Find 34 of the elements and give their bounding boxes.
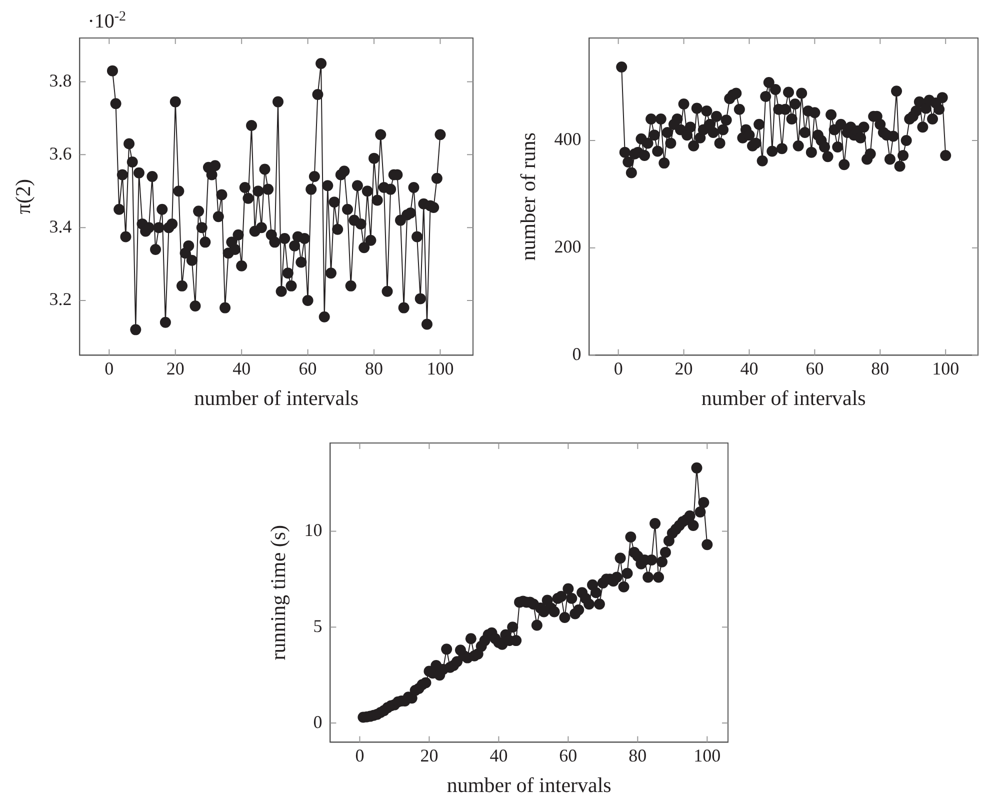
x-tick-label: 60 [559,746,578,766]
x-axis-title: number of intervals [194,386,359,410]
y-axis-title: number of runs [516,132,540,261]
x-tick-label: 80 [628,746,647,766]
x-tick-label: 0 [104,358,114,379]
x-tick-label: 20 [420,746,438,766]
y-axis-title: π(2) [11,179,36,214]
x-tick-label: 0 [614,358,623,379]
y-tick-label: 5 [313,616,322,636]
y-tick-label: 0 [572,344,582,364]
x-tick-label: 100 [932,358,960,379]
x-tick-label: 40 [490,746,508,766]
y-tick-label: 0 [313,712,322,732]
x-axis-title: number of intervals [446,772,612,797]
x-tick-label: 0 [355,746,364,766]
x-tick-label: 60 [298,358,317,379]
x-tick-label: 60 [806,358,824,379]
x-tick-label: 20 [166,358,184,379]
x-tick-label: 100 [426,358,454,379]
x-axis-title: number of intervals [701,386,866,410]
y-tick-label: 3.8 [49,70,72,90]
x-tick-label: 40 [232,358,251,379]
x-tick-label: 100 [694,746,721,766]
y-tick-label: 200 [554,236,582,257]
y-tick-label: 3.6 [49,143,72,164]
x-tick-label: 80 [365,358,384,379]
y-tick-label: 3.4 [49,216,72,236]
x-tick-label: 20 [674,358,693,379]
y-tick-label: 3.2 [49,289,72,310]
y-axis-title: running time (s) [266,524,290,660]
y-tick-label: 10 [304,520,322,540]
x-tick-label: 40 [740,358,758,379]
x-tick-label: 80 [871,358,890,379]
y-tick-label: 400 [554,129,582,150]
